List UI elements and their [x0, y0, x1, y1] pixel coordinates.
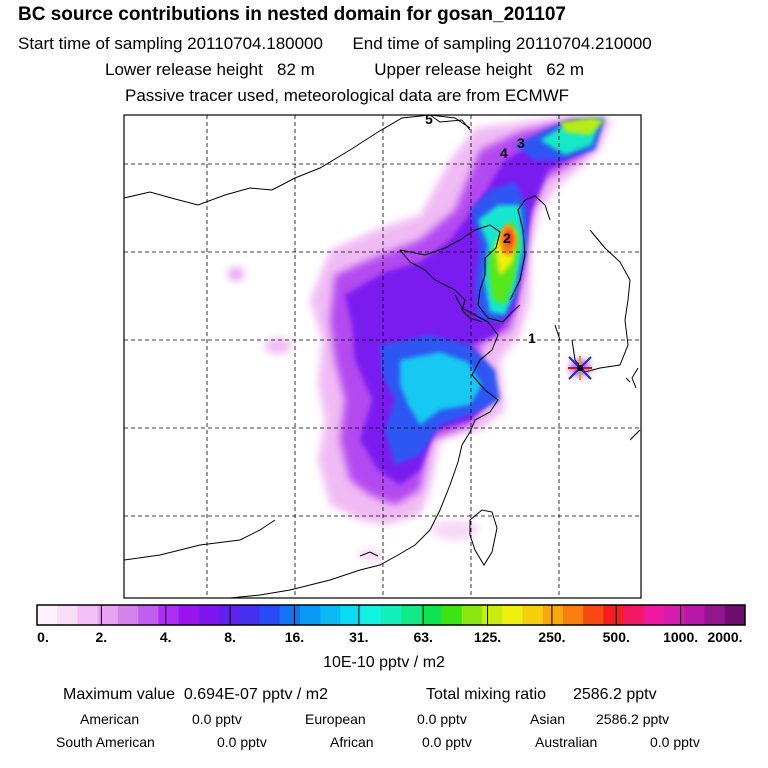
colorbar-swatch	[461, 605, 483, 625]
colorbar-tick: 31.	[349, 629, 369, 645]
release-heights: Lower release height 82 m Upper release …	[105, 60, 584, 80]
colorbar-swatch	[138, 605, 159, 625]
colorbar-swatch	[158, 605, 180, 625]
lower-release-value: 82 m	[277, 60, 315, 79]
colorbar-tick: 4.	[159, 629, 172, 645]
colorbar-tick: 16.	[284, 629, 305, 645]
tracer-note: Passive tracer used, meteorological data…	[125, 86, 570, 105]
colorbar-swatch	[502, 605, 523, 625]
total-mixing-ratio: Total mixing ratio 2586.2 pptv	[426, 686, 657, 704]
max-value: Maximum value 0.694E-07 pptv / m2	[63, 686, 328, 704]
colorbar-unit: 10E-10 pptv / m2	[323, 654, 445, 671]
colorbar-swatch	[441, 605, 463, 625]
upper-release-value: 62 m	[546, 60, 585, 79]
colorbar-swatch	[664, 605, 685, 625]
point-label: 1	[528, 330, 536, 346]
colorbar-swatch	[360, 605, 382, 625]
colorbar-swatch	[562, 605, 584, 625]
contrib-value: 0.0 pptv	[417, 711, 467, 727]
colorbar-swatch	[704, 605, 726, 625]
coastlines	[124, 115, 641, 598]
colorbar-swatch	[603, 605, 625, 625]
colorbar-tick: 125.	[473, 629, 502, 645]
colorbar-tick: 250.	[538, 629, 566, 645]
total-number: 2586.2 pptv	[572, 686, 657, 703]
colorbar-swatch	[522, 605, 544, 625]
colorbar-swatch	[178, 605, 200, 625]
colorbar-swatch	[643, 605, 665, 625]
colorbar-swatch	[77, 605, 99, 625]
colorbar-swatch	[340, 605, 362, 625]
colorbar-swatch	[299, 605, 321, 625]
colorbar-swatch	[259, 605, 281, 625]
colorbar-swatch	[542, 605, 564, 625]
colorbar-swatch	[482, 605, 503, 625]
colorbar-swatch	[401, 605, 422, 625]
end-time-value: 20110704.210000	[515, 34, 652, 53]
contrib-name: African	[330, 734, 374, 750]
colorbar-swatch	[684, 605, 706, 625]
max-value-label: Maximum value	[63, 686, 176, 703]
colorbar-swatch	[320, 605, 341, 625]
colorbar	[36, 604, 746, 626]
plume-field	[228, 118, 612, 561]
colorbar-swatch	[724, 605, 746, 625]
trajectory-labels: 5 3 4 2 1	[425, 111, 536, 346]
point-label: 4	[500, 145, 508, 161]
colorbar-frame	[36, 604, 746, 626]
colorbar-tick: 63.	[413, 629, 433, 645]
contrib-value: 0.0 pptv	[192, 711, 242, 727]
contrib-value: 0.0 pptv	[650, 734, 700, 750]
colorbar-swatch	[380, 605, 402, 625]
contrib-name: American	[80, 711, 140, 727]
colorbar-tick: 1000.	[663, 629, 699, 645]
contrib-value: 0.0 pptv	[422, 734, 472, 750]
end-time-label: End time of sampling	[352, 34, 512, 53]
colorbar-swatch	[279, 605, 301, 625]
colorbar-tick: 0.	[37, 629, 49, 645]
colorbar-swatch	[623, 605, 645, 625]
upper-release-label: Upper release height	[374, 60, 533, 79]
contrib-name: Australian	[535, 734, 598, 750]
map-frame	[123, 114, 642, 599]
contrib-value: 2586.2 pptv	[596, 711, 670, 727]
contrib-value: 0.0 pptv	[217, 734, 267, 750]
point-label: 5	[425, 111, 433, 127]
colorbar-swatch	[117, 605, 139, 625]
colorbar-tick: 2.	[95, 629, 108, 645]
colorbar-swatch	[97, 605, 119, 625]
lower-release-label: Lower release height	[105, 60, 263, 79]
contrib-name: European	[305, 711, 366, 727]
colorbar-swatch	[239, 605, 261, 625]
start-time-value: 20110704.180000	[187, 34, 323, 53]
point-label: 3	[517, 135, 525, 151]
colorbar-tick: 500.	[602, 629, 630, 645]
star-marker-icon	[568, 356, 592, 380]
max-value-number: 0.694E-07 pptv / m2	[183, 686, 329, 703]
start-time-label: Start time of sampling	[18, 34, 183, 53]
colorbar-swatch	[219, 605, 240, 625]
colorbar-tick: 2000.	[707, 629, 743, 645]
plot-title: BC source contributions in nested domain…	[18, 4, 566, 25]
colorbar-tick: 8.	[224, 629, 236, 645]
point-label: 2	[503, 230, 511, 246]
colorbar-swatch	[583, 605, 604, 625]
sampling-times: Start time of sampling 20110704.180000 E…	[18, 34, 652, 54]
contrib-name: South American	[56, 734, 155, 750]
total-label: Total mixing ratio	[426, 686, 547, 703]
colorbar-swatch	[57, 605, 78, 625]
lat-lon-grid	[124, 115, 641, 598]
colorbar-swatch	[37, 605, 58, 625]
colorbar-swatch	[421, 605, 443, 625]
contrib-name: Asian	[530, 711, 566, 727]
colorbar-swatch	[198, 605, 220, 625]
